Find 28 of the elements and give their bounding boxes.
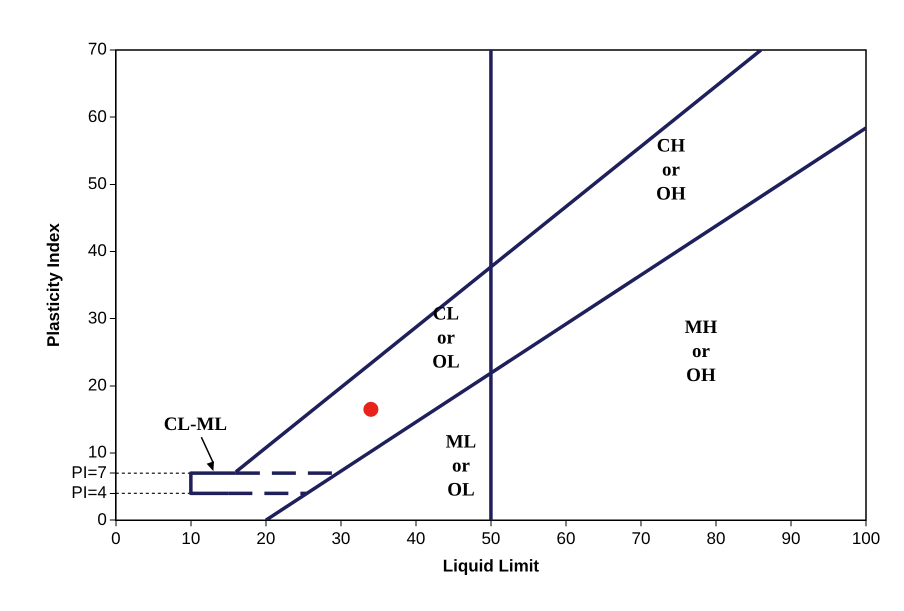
annotation: MH or OH (684, 317, 718, 386)
annotation: CL-ML (164, 414, 228, 436)
x-axis-title: Liquid Limit (442, 556, 540, 576)
y-tick-label: 50 (88, 174, 107, 194)
x-tick-label: 60 (556, 529, 576, 548)
x-tick-label: 20 (256, 529, 276, 548)
x-tick-label: 10 (181, 529, 200, 548)
x-tick-label: 0 (111, 529, 121, 548)
y-tick-label: PI=4 (71, 483, 107, 502)
annotation: ML or OL (446, 432, 476, 501)
x-tick-label: 70 (631, 529, 650, 548)
y-tick-label: 20 (88, 376, 107, 395)
x-tick-label: 30 (331, 529, 350, 548)
y-tick-label: 70 (88, 40, 107, 59)
y-tick-label: 30 (88, 308, 107, 328)
x-tick-label: 100 (852, 529, 880, 548)
y-tick-label: 60 (88, 106, 107, 126)
annotation: CL or OL (432, 304, 460, 373)
y-tick-label: 0 (97, 510, 107, 529)
x-tick-label: 40 (406, 529, 426, 548)
y-tick-label: PI=7 (71, 462, 107, 482)
y-tick-label: 10 (88, 442, 107, 462)
x-tick-label: 90 (782, 529, 800, 548)
y-axis-title: Plasticity Index (44, 222, 63, 347)
y-tick-label: 40 (88, 241, 107, 260)
x-tick-label: 50 (481, 529, 500, 548)
x-tick-label: 80 (706, 529, 726, 548)
annotation: CH or OH (656, 136, 686, 205)
